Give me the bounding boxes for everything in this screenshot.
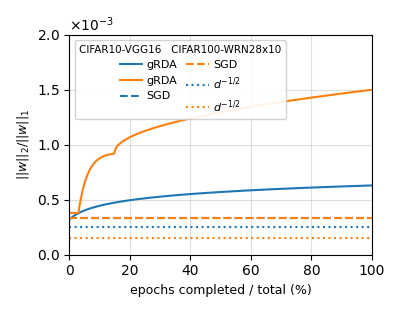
Y-axis label: $||w||_2/||w||_1$: $||w||_2/||w||_1$	[15, 109, 31, 180]
X-axis label: epochs completed / total (%): epochs completed / total (%)	[130, 284, 312, 297]
Legend: gRDA, gRDA, SGD, SGD, $d^{-1/2}$, $d^{-1/2}$: gRDA, gRDA, SGD, SGD, $d^{-1/2}$, $d^{-1…	[75, 40, 286, 119]
